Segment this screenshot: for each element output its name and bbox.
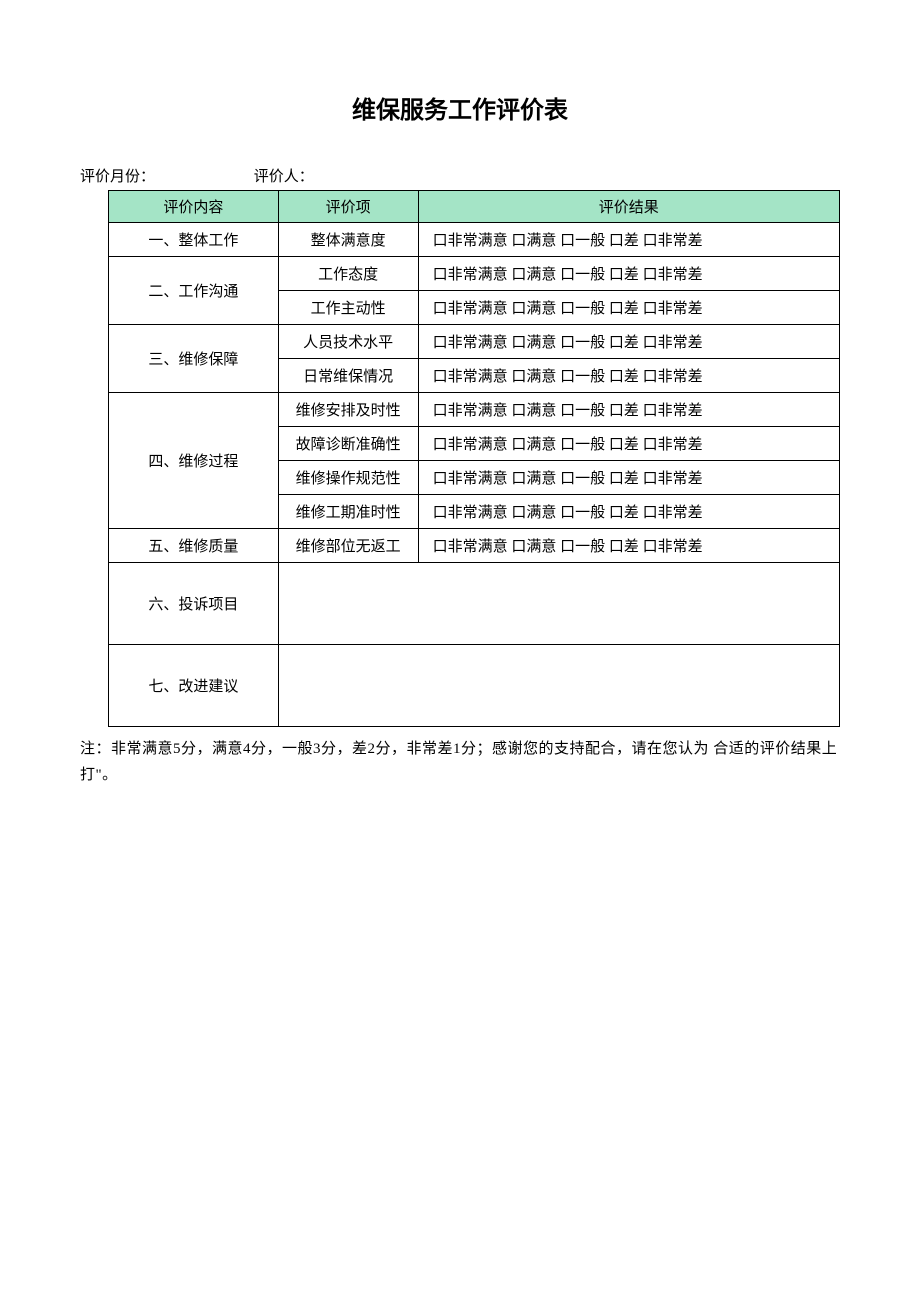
result-cell: 口非常满意 口满意 口一般 口差 口非常差 — [418, 257, 839, 291]
table-row: 一、整体工作 整体满意度 口非常满意 口满意 口一般 口差 口非常差 — [109, 223, 840, 257]
item-cell: 维修工期准时性 — [278, 495, 418, 529]
result-cell: 口非常满意 口满意 口一般 口差 口非常差 — [418, 223, 839, 257]
result-cell: 口非常满意 口满意 口一般 口差 口非常差 — [418, 461, 839, 495]
item-cell: 工作主动性 — [278, 291, 418, 325]
table-row: 三、维修保障 人员技术水平 口非常满意 口满意 口一般 口差 口非常差 — [109, 325, 840, 359]
result-cell: 口非常满意 口满意 口一般 口差 口非常差 — [418, 529, 839, 563]
item-cell: 人员技术水平 — [278, 325, 418, 359]
result-cell: 口非常满意 口满意 口一般 口差 口非常差 — [418, 359, 839, 393]
table-row: 六、投诉项目 — [109, 563, 840, 645]
result-cell: 口非常满意 口满意 口一般 口差 口非常差 — [418, 427, 839, 461]
page-title: 维保服务工作评价表 — [80, 90, 840, 125]
result-cell: 口非常满意 口满意 口一般 口差 口非常差 — [418, 393, 839, 427]
table-wrapper: 评价内容 评价项 评价结果 一、整体工作 整体满意度 口非常满意 口满意 口一般… — [108, 190, 840, 727]
table-row: 四、维修过程 维修安排及时性 口非常满意 口满意 口一般 口差 口非常差 — [109, 393, 840, 427]
content-cell: 二、工作沟通 — [109, 257, 279, 325]
item-cell: 维修部位无返工 — [278, 529, 418, 563]
item-cell: 整体满意度 — [278, 223, 418, 257]
content-cell: 五、维修质量 — [109, 529, 279, 563]
result-cell: 口非常满意 口满意 口一般 口差 口非常差 — [418, 291, 839, 325]
header-content: 评价内容 — [109, 191, 279, 223]
item-cell: 日常维保情况 — [278, 359, 418, 393]
month-label: 评价月份： — [80, 165, 250, 186]
result-cell: 口非常满意 口满意 口一般 口差 口非常差 — [418, 325, 839, 359]
header-result: 评价结果 — [418, 191, 839, 223]
table-row: 二、工作沟通 工作态度 口非常满意 口满意 口一般 口差 口非常差 — [109, 257, 840, 291]
meta-row: 评价月份： 评价人： — [80, 165, 840, 186]
result-cell: 口非常满意 口满意 口一般 口差 口非常差 — [418, 495, 839, 529]
evaluator-label: 评价人： — [254, 165, 314, 186]
evaluation-table: 评价内容 评价项 评价结果 一、整体工作 整体满意度 口非常满意 口满意 口一般… — [108, 190, 840, 727]
table-row: 七、改进建议 — [109, 645, 840, 727]
item-cell: 维修安排及时性 — [278, 393, 418, 427]
content-cell: 一、整体工作 — [109, 223, 279, 257]
header-item: 评价项 — [278, 191, 418, 223]
merged-cell — [278, 645, 839, 727]
table-row: 五、维修质量 维修部位无返工 口非常满意 口满意 口一般 口差 口非常差 — [109, 529, 840, 563]
header-row: 评价内容 评价项 评价结果 — [109, 191, 840, 223]
item-cell: 工作态度 — [278, 257, 418, 291]
footnote: 注：非常满意5分，满意4分，一般3分，差2分，非常差1分；感谢您的支持配合，请在… — [80, 737, 840, 788]
content-cell: 四、维修过程 — [109, 393, 279, 529]
content-cell: 七、改进建议 — [109, 645, 279, 727]
merged-cell — [278, 563, 839, 645]
item-cell: 故障诊断准确性 — [278, 427, 418, 461]
item-cell: 维修操作规范性 — [278, 461, 418, 495]
content-cell: 三、维修保障 — [109, 325, 279, 393]
content-cell: 六、投诉项目 — [109, 563, 279, 645]
